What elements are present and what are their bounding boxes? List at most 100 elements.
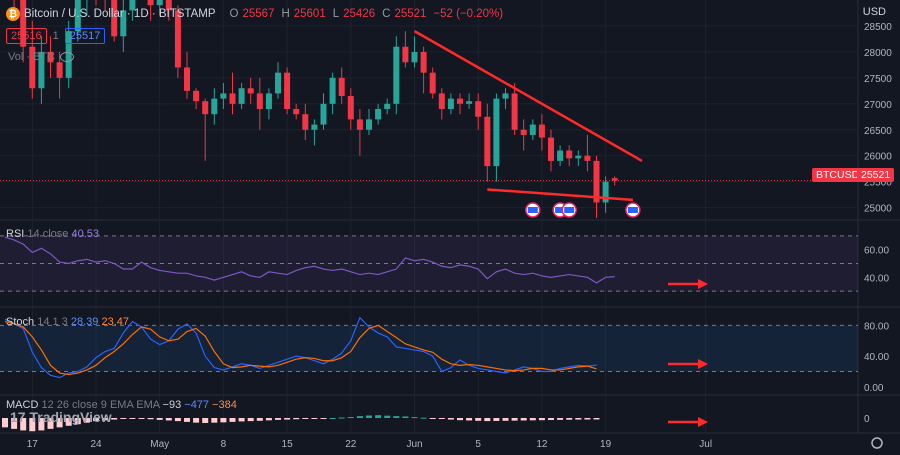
sell-price-button[interactable]: 25516 — [6, 28, 47, 44]
macd-histogram-bar — [11, 418, 18, 429]
candle-body — [466, 101, 473, 104]
macd-histogram-bar — [557, 418, 564, 420]
macd-histogram-bar — [320, 418, 327, 419]
macd-histogram-bar — [284, 418, 291, 420]
eye-hidden-icon[interactable] — [60, 52, 75, 62]
annotation-arrow-head — [698, 279, 708, 289]
macd-histogram-bar — [484, 418, 491, 422]
us-flag-icon — [527, 207, 538, 213]
stoch-band-fill — [0, 325, 858, 372]
ohlc-low-value: 25426 — [343, 8, 376, 20]
volume-label[interactable]: Vol · BTC — [8, 51, 56, 63]
stoch-legend[interactable]: Stoch 14 1 3 28.39 23.47 — [6, 316, 129, 328]
stoch-tick-label: 0.00 — [864, 383, 884, 394]
macd-histogram-bar — [229, 418, 236, 422]
macd-histogram-bar — [65, 418, 72, 426]
macd-histogram-bar — [447, 418, 454, 420]
macd-legend[interactable]: MACD 12 26 close 9 EMA EMA −93 −477 −384 — [6, 399, 237, 411]
candle-body — [393, 46, 400, 104]
macd-signal-value: −384 — [212, 399, 237, 411]
price-tick-label: 26000 — [864, 152, 892, 163]
trendline — [487, 188, 633, 202]
candle-body — [320, 103, 327, 125]
macd-histogram-bar — [147, 418, 154, 420]
macd-name: MACD — [6, 399, 39, 411]
macd-histogram-bar — [420, 417, 427, 419]
macd-histogram-bar — [329, 418, 336, 419]
price-tick-label: 28000 — [864, 48, 892, 59]
macd-histogram-bar — [129, 418, 136, 419]
macd-histogram-bar — [475, 418, 482, 421]
macd-histogram-bar — [2, 418, 8, 428]
price-tick-label: 28500 — [864, 22, 892, 33]
last-price-tag: 25521 — [857, 168, 895, 182]
macd-histogram-bar — [593, 418, 600, 420]
candle-body — [420, 51, 427, 73]
candle-body — [74, 0, 81, 32]
candle-body — [593, 160, 600, 203]
candle-body — [375, 109, 382, 120]
macd-histogram-bar — [193, 418, 200, 423]
ohlc-open-value: 25567 — [242, 8, 275, 20]
macd-histogram-bar — [174, 418, 181, 422]
spread-value: 1 — [52, 30, 59, 42]
macd-histogram-bar — [247, 418, 254, 422]
macd-histogram-bar — [265, 418, 272, 421]
candle-body — [402, 46, 409, 63]
macd-histogram-bar — [429, 418, 436, 419]
candle-body — [38, 51, 45, 89]
macd-histogram-bar — [165, 418, 172, 421]
candle-body — [184, 67, 190, 91]
price-tick-label: 25000 — [864, 204, 892, 215]
candle-body — [202, 101, 209, 115]
macd-histogram-bar — [83, 418, 90, 423]
rsi-legend[interactable]: RSI 14 close 40.53 — [6, 228, 99, 240]
currency-label[interactable]: USD — [862, 6, 886, 18]
candle-body — [284, 72, 291, 109]
ohlc-close-key: C — [382, 8, 391, 20]
us-flag-icon — [555, 207, 566, 213]
candle-body — [211, 98, 218, 115]
macd-histogram-bar — [311, 418, 318, 419]
macd-histogram-bar — [366, 415, 372, 418]
stoch-tick-label: 80.00 — [864, 321, 889, 332]
macd-histogram-bar — [338, 417, 345, 419]
stoch-d-value: 23.47 — [101, 316, 129, 328]
candle-body — [275, 72, 281, 94]
buy-price-button[interactable]: 25517 — [64, 28, 106, 44]
time-tick-label: 15 — [282, 439, 294, 450]
candle-body — [520, 129, 527, 135]
macd-histogram-bar — [548, 418, 554, 421]
macd-histogram-bar — [29, 418, 36, 432]
candle-body — [229, 93, 236, 104]
symbol-price-tag: BTCUSD — [812, 168, 864, 182]
candle-body — [111, 0, 118, 37]
candle-body — [438, 93, 445, 109]
macd-line-value: −477 — [184, 399, 210, 411]
rsi-name: RSI — [6, 228, 25, 240]
watermark-text: TradingView — [29, 409, 112, 425]
rsi-params: 14 close — [27, 228, 69, 240]
candle-body — [156, 0, 163, 6]
tradingview-logo-icon: 17 — [10, 409, 26, 425]
candle-body — [302, 114, 309, 130]
candle-body — [20, 0, 27, 47]
candle-body — [457, 98, 463, 104]
macd-histogram-bar — [93, 418, 99, 422]
candle-body — [484, 116, 491, 167]
symbol-title[interactable]: Bitcoin / U.S. Dollar · 1D · BITSTAMP — [24, 8, 216, 20]
candle-body — [447, 98, 454, 109]
stoch-k-value: 28.39 — [70, 316, 99, 328]
macd-histogram-bar — [538, 418, 545, 421]
time-tick-label: 24 — [90, 439, 102, 450]
macd-histogram-bar — [302, 418, 309, 419]
macd-histogram-bar — [74, 418, 81, 425]
macd-histogram-bar — [575, 418, 582, 420]
macd-histogram-bar — [275, 418, 281, 420]
price-tick-label: 25500 — [864, 178, 892, 189]
candle-body — [575, 155, 582, 159]
macd-histogram-bar — [375, 415, 382, 418]
settings-gear-icon[interactable] — [871, 437, 883, 449]
macd-histogram-bar — [356, 416, 363, 418]
